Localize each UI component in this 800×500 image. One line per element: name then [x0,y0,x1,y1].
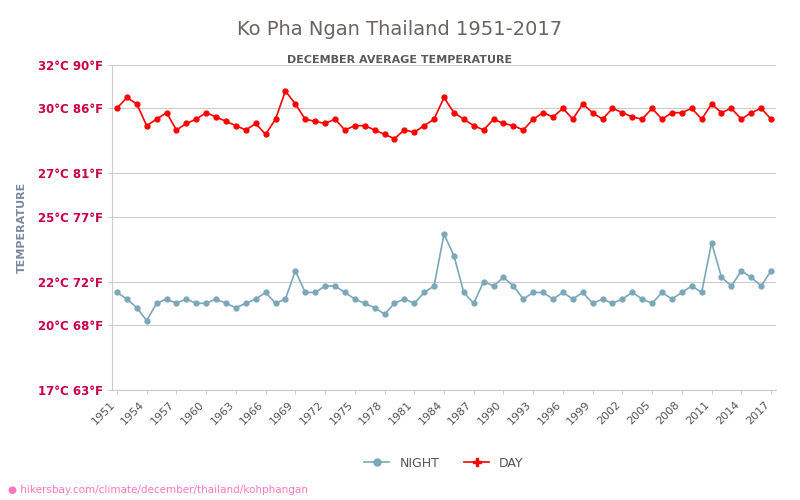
Text: Ko Pha Ngan Thailand 1951-2017: Ko Pha Ngan Thailand 1951-2017 [238,20,562,39]
Text: DECEMBER AVERAGE TEMPERATURE: DECEMBER AVERAGE TEMPERATURE [287,55,513,65]
Y-axis label: TEMPERATURE: TEMPERATURE [17,182,26,273]
Text: ● hikersbay.com/climate/december/thailand/kohphangan: ● hikersbay.com/climate/december/thailan… [8,485,308,495]
Legend: NIGHT, DAY: NIGHT, DAY [359,452,529,475]
